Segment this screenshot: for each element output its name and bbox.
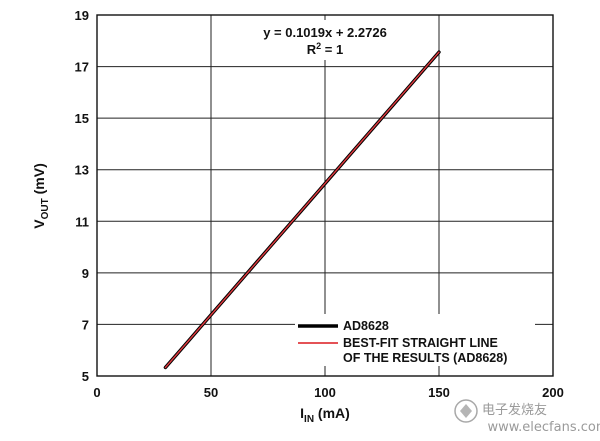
y-tick-label: 9 — [82, 266, 89, 281]
x-axis-label: IIN (mA) — [300, 405, 350, 425]
y-tick-label: 15 — [75, 111, 89, 126]
series-lines — [163, 50, 441, 370]
y-tick-label: 11 — [75, 214, 89, 229]
x-tick-label: 0 — [93, 385, 100, 400]
y-axis-label: VOUT (mV) — [31, 163, 51, 228]
legend-label-best-fit-line2: OF THE RESULTS (AD8628) — [343, 351, 507, 365]
x-tick-label: 150 — [428, 385, 450, 400]
y-axis-label-sub: OUT — [40, 198, 51, 219]
y-tick-label: 7 — [82, 317, 89, 332]
y-tick-label: 17 — [75, 60, 89, 75]
y-axis-label-unit: (mV) — [31, 163, 47, 198]
x-axis-label-sub: IN — [304, 414, 314, 425]
r-squared-text: R2 = 1 — [307, 41, 343, 57]
x-tick-labels: 0 50 100 150 200 — [93, 385, 563, 400]
watermark-text: 电子发烧友 — [482, 402, 547, 418]
equation-text: y = 0.1019x + 2.2726 — [263, 25, 387, 40]
annotation-box — [244, 20, 406, 60]
y-tick-labels: 5 7 9 11 13 15 17 19 — [75, 8, 89, 384]
plot-frame — [96, 14, 554, 377]
x-axis-label-unit: (mA) — [314, 405, 350, 421]
watermark: 电子发烧友 www.elecfans.com — [454, 399, 600, 435]
legend-label-best-fit-line1: BEST-FIT STRAIGHT LINE — [343, 336, 498, 350]
legend: AD8628 BEST-FIT STRAIGHT LINE OF THE RES… — [295, 314, 535, 366]
r-squared-value: = 1 — [321, 42, 343, 57]
x-tick-label: 100 — [314, 385, 336, 400]
series-line-best-fit — [164, 51, 440, 369]
y-axis-label-main: V — [31, 219, 47, 229]
watermark-logo-mark — [460, 404, 472, 418]
y-tick-label: 5 — [82, 369, 89, 384]
legend-background — [295, 314, 535, 366]
x-axis-label-main: I — [300, 405, 304, 421]
r-squared-main: R — [307, 42, 317, 57]
r-squared-sup: 2 — [316, 41, 321, 51]
x-tick-label: 50 — [204, 385, 218, 400]
watermark-logo-icon — [454, 399, 478, 423]
y-tick-label: 19 — [75, 8, 89, 23]
grid — [97, 15, 553, 376]
watermark-url: www.elecfans.com — [487, 420, 600, 435]
y-tick-label: 13 — [75, 163, 89, 178]
x-tick-label: 200 — [542, 385, 564, 400]
legend-label-ad8628: AD8628 — [343, 319, 389, 333]
